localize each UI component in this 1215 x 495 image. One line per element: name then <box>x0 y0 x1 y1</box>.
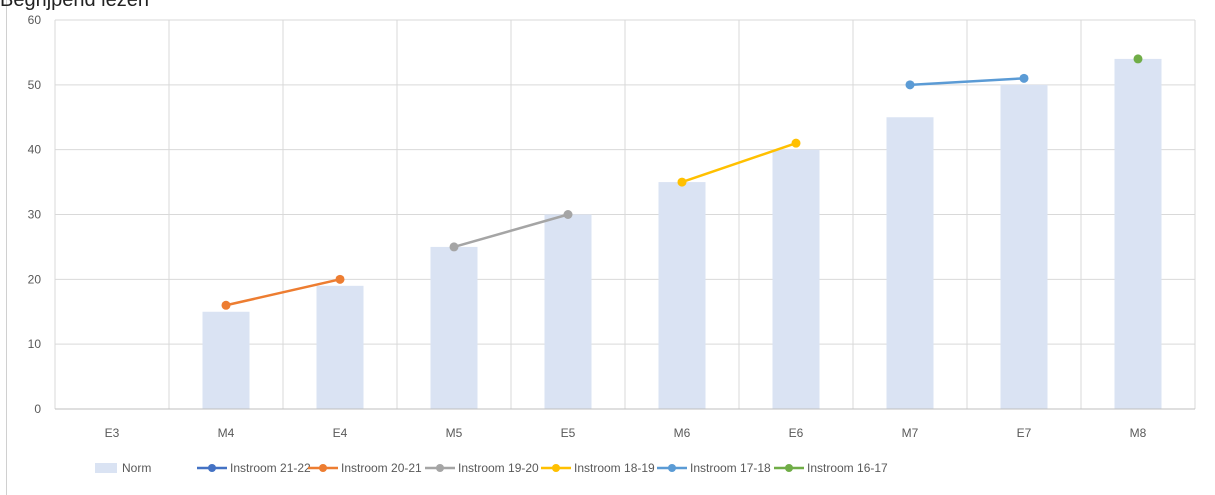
legend-label-norm: Norm <box>122 461 151 475</box>
line-instroom-19-20 <box>452 213 570 249</box>
point-instroom-16-17-M8 <box>1133 54 1143 64</box>
legend-swatch-marker-instroom-16-17 <box>785 464 793 472</box>
instroom-lines <box>221 54 1143 310</box>
chart-frame-left-border <box>6 0 7 495</box>
y-tick-label-20: 20 <box>28 272 42 286</box>
legend-label-instroom-21-22: Instroom 21-22 <box>230 461 311 475</box>
y-tick-label-30: 30 <box>28 208 42 222</box>
point-instroom-19-20-E5 <box>563 210 573 219</box>
legend-swatch-marker-instroom-20-21 <box>319 464 327 472</box>
line-instroom-18-19 <box>680 141 798 184</box>
x-tick-label-M5: M5 <box>446 426 463 440</box>
y-tick-label-0: 0 <box>34 402 41 416</box>
x-axis: E3 M4 E4 M5 E5 M6 E6 M7 E7 M8 <box>55 408 1195 440</box>
legend-swatch-marker-instroom-21-22 <box>208 464 216 472</box>
bar-norm-M4 <box>202 311 250 409</box>
y-axis: 0 10 20 30 40 50 60 <box>28 13 42 416</box>
point-instroom-19-20-M5 <box>449 242 459 252</box>
y-tick-label-40: 40 <box>28 143 42 157</box>
x-tick-label-E3: E3 <box>105 426 120 440</box>
legend-swatch-marker-instroom-17-18 <box>668 464 676 472</box>
legend-label-instroom-18-19: Instroom 18-19 <box>574 461 655 475</box>
bar-norm-E6 <box>772 149 820 409</box>
y-tick-label-10: 10 <box>28 337 42 351</box>
bar-norm-M5 <box>430 246 478 409</box>
legend-swatch-marker-instroom-19-20 <box>436 464 444 472</box>
bar-norm-E4 <box>316 285 364 409</box>
chart-title-partial: Begrijpend lezen <box>0 0 149 11</box>
x-tick-label-E6: E6 <box>789 426 804 440</box>
bar-norm-M6 <box>658 182 706 409</box>
legend-label-instroom-16-17: Instroom 16-17 <box>807 461 888 475</box>
point-instroom-18-19-E6 <box>791 138 801 148</box>
bar-norm-M8 <box>1114 58 1162 410</box>
x-tick-label-M4: M4 <box>218 426 235 440</box>
y-tick-label-50: 50 <box>28 78 42 92</box>
x-tick-label-M8: M8 <box>1130 426 1147 440</box>
legend-swatch-marker-instroom-18-19 <box>552 464 560 472</box>
bar-norm-M7 <box>886 117 934 409</box>
point-instroom-17-18-M7 <box>905 80 915 90</box>
legend-label-instroom-17-18: Instroom 17-18 <box>690 461 771 475</box>
point-instroom-17-18-E7 <box>1019 73 1029 83</box>
point-instroom-20-21-M4 <box>221 300 231 310</box>
line-instroom-20-21 <box>224 278 342 307</box>
line-instroom-17-18 <box>908 77 1026 87</box>
x-tick-label-E7: E7 <box>1017 426 1032 440</box>
x-tick-label-E4: E4 <box>333 426 348 440</box>
bar-norm-E7 <box>1000 84 1048 409</box>
bar-norm-E5 <box>544 214 592 409</box>
legend-label-instroom-20-21: Instroom 20-21 <box>341 461 422 475</box>
x-tick-label-M6: M6 <box>674 426 691 440</box>
legend-label-instroom-19-20: Instroom 19-20 <box>458 461 539 475</box>
norm-bars <box>202 58 1162 410</box>
x-tick-label-M7: M7 <box>902 426 919 440</box>
x-tick-label-E5: E5 <box>561 426 576 440</box>
y-tick-label-60: 60 <box>28 13 42 27</box>
legend-swatch-norm <box>95 463 117 473</box>
legend: Norm Instroom 21-22 Instroom 20-21 Instroom… <box>95 461 888 475</box>
point-instroom-20-21-E4 <box>335 274 345 284</box>
point-instroom-18-19-M6 <box>677 177 687 187</box>
